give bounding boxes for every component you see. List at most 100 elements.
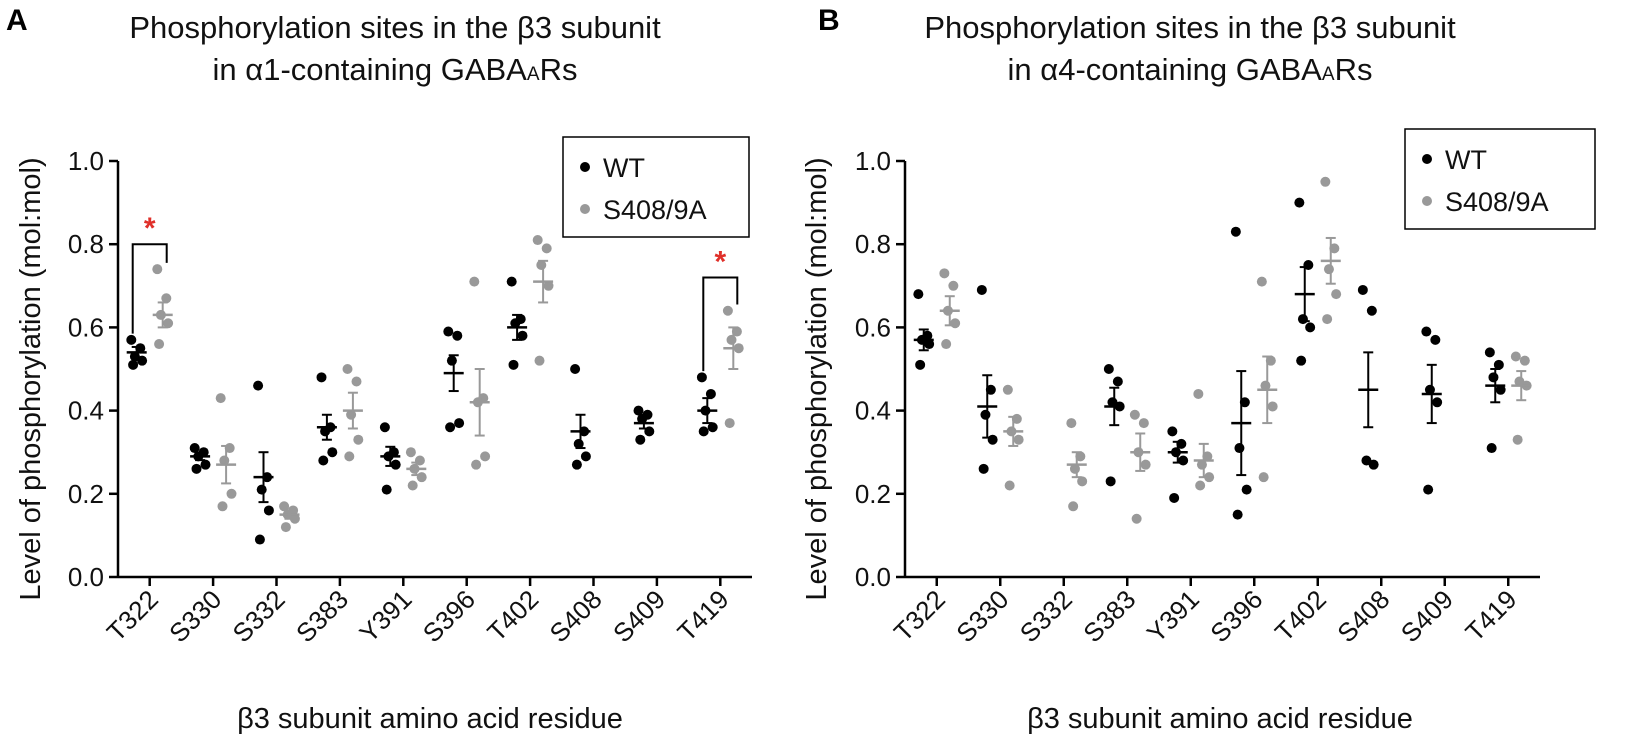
data-point: [344, 451, 355, 462]
series-wt: [913, 197, 1506, 520]
data-point: [534, 355, 545, 366]
x-tick-label: S383: [290, 584, 354, 648]
legend-marker: [1422, 196, 1432, 206]
data-point: [405, 447, 416, 458]
data-point: [1131, 513, 1142, 524]
legend-marker: [1422, 154, 1432, 164]
x-tick-label: S330: [163, 584, 227, 648]
data-point: [705, 388, 716, 399]
data-point: [541, 243, 552, 254]
data-point: [1193, 388, 1204, 399]
data-point: [279, 501, 290, 512]
data-point: [351, 376, 362, 387]
data-point: [189, 443, 200, 454]
data-point: [508, 359, 519, 370]
data-point: [445, 422, 456, 433]
data-point: [987, 434, 998, 445]
data-point: [1331, 289, 1342, 300]
data-point: [215, 393, 226, 404]
data-point: [1430, 334, 1441, 345]
data-point: [1167, 426, 1178, 437]
data-point: [1297, 314, 1308, 325]
data-point: [446, 355, 457, 366]
data-point: [217, 501, 228, 512]
chart-title-line1: Phosphorylation sites in the β3 subunit: [924, 10, 1456, 45]
data-point: [1230, 226, 1241, 237]
panel-letter: B: [818, 4, 840, 37]
data-point: [163, 318, 174, 329]
data-point: [980, 409, 991, 420]
data-point: [1322, 314, 1333, 325]
data-point: [480, 451, 491, 462]
legend-label: WT: [1445, 145, 1487, 175]
data-point: [1366, 305, 1377, 316]
x-tick-label: Y391: [353, 584, 417, 648]
data-point: [126, 334, 137, 345]
x-axis-title: β3 subunit amino acid residue: [237, 703, 623, 735]
data-point: [1484, 347, 1495, 358]
x-axis-title: β3 subunit amino acid residue: [1027, 703, 1413, 735]
data-point: [1241, 484, 1252, 495]
data-point: [1488, 372, 1499, 383]
significance-bracket: [131, 243, 168, 334]
legend-label: S408/9A: [1445, 187, 1549, 217]
data-point: [924, 339, 935, 350]
x-tick-label: T322: [101, 584, 164, 647]
data-point: [1486, 443, 1497, 454]
data-point: [226, 488, 237, 499]
data-point: [452, 330, 463, 341]
data-point: [200, 459, 211, 470]
data-point: [1013, 434, 1024, 445]
data-point: [152, 264, 163, 275]
x-tick-label: S330: [950, 584, 1014, 648]
data-point: [381, 484, 392, 495]
data-point: [1510, 351, 1521, 362]
data-point: [1004, 480, 1015, 491]
legend-marker: [580, 162, 590, 172]
data-point: [1202, 451, 1213, 462]
data-point: [1256, 276, 1267, 287]
data-point: [1296, 355, 1307, 366]
data-point: [1512, 434, 1523, 445]
data-point: [696, 372, 707, 383]
y-tick-label: 0.8: [68, 229, 104, 259]
data-point: [1204, 472, 1215, 483]
data-point: [342, 364, 353, 374]
data-point: [1234, 443, 1245, 454]
data-point: [1103, 364, 1114, 374]
x-tick-label: S332: [227, 584, 291, 648]
data-point: [633, 405, 644, 416]
legend-marker: [580, 204, 590, 214]
data-point: [318, 455, 329, 466]
data-point: [1329, 243, 1340, 254]
data-point: [939, 268, 950, 279]
x-tick-label: S332: [1014, 584, 1078, 648]
data-point: [726, 334, 737, 345]
data-point: [915, 359, 926, 370]
legend: WT S408/9A: [1404, 128, 1596, 230]
data-point: [506, 276, 517, 287]
data-point: [543, 280, 554, 291]
x-tick-label: T322: [888, 584, 951, 647]
data-point: [1267, 401, 1278, 412]
significance-star: *: [144, 212, 156, 245]
data-point: [731, 326, 742, 337]
data-point: [941, 339, 952, 350]
y-tick-label: 0.6: [855, 312, 891, 342]
data-point: [161, 293, 172, 304]
legend-label: S408/9A: [603, 195, 707, 225]
y-tick-label: 0.0: [855, 562, 891, 592]
data-point: [1112, 376, 1123, 387]
data-point: [1178, 455, 1189, 466]
data-point: [1138, 418, 1149, 429]
data-point: [1493, 359, 1504, 370]
y-tick-label: 0.2: [855, 479, 891, 509]
data-point: [635, 434, 646, 445]
data-point: [1357, 284, 1368, 295]
data-point: [1305, 322, 1316, 333]
x-tick-label: S383: [1077, 584, 1141, 648]
data-point: [1129, 409, 1140, 420]
data-point: [128, 359, 139, 370]
data-point: [135, 343, 146, 354]
chart-panel-a: A Phosphorylation sites in the β3 subunit…: [6, 4, 752, 735]
